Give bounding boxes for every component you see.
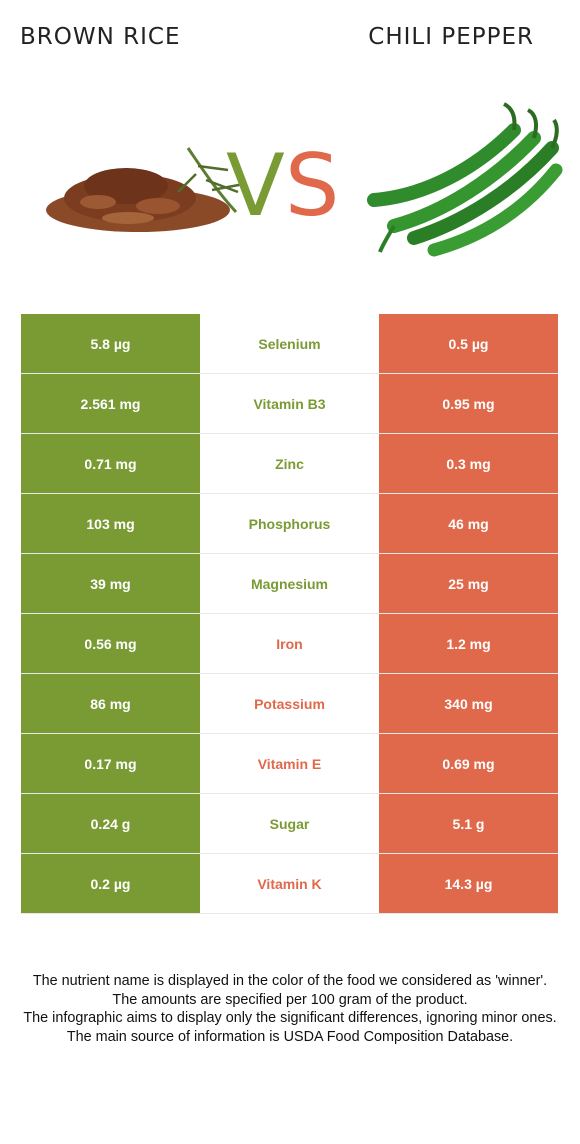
right-food-title: CHILI PEPPER: [368, 24, 534, 50]
table-row: 2.561 mg Vitamin B3 0.95 mg: [21, 374, 558, 434]
table-row: 39 mg Magnesium 25 mg: [21, 554, 558, 614]
nutrient-name-cell: Selenium: [200, 314, 379, 373]
left-value-cell: 0.2 µg: [21, 854, 200, 913]
nutrient-name-cell: Vitamin K: [200, 854, 379, 913]
left-value-cell: 39 mg: [21, 554, 200, 613]
table-row: 0.71 mg Zinc 0.3 mg: [21, 434, 558, 494]
nutrient-name-cell: Vitamin B3: [200, 374, 379, 433]
right-value-cell: 0.5 µg: [379, 314, 558, 373]
footnotes: The nutrient name is displayed in the co…: [14, 972, 566, 1046]
nutrient-name-cell: Sugar: [200, 794, 379, 853]
nutrient-name-cell: Vitamin E: [200, 734, 379, 793]
right-value-cell: 0.95 mg: [379, 374, 558, 433]
vs-s-letter: S: [284, 136, 340, 236]
right-value-cell: 5.1 g: [379, 794, 558, 853]
right-value-cell: 14.3 µg: [379, 854, 558, 913]
left-value-cell: 0.24 g: [21, 794, 200, 853]
table-row: 103 mg Phosphorus 46 mg: [21, 494, 558, 554]
brown-rice-image: [46, 147, 245, 232]
nutrient-name-cell: Potassium: [200, 674, 379, 733]
vs-label: VS: [226, 138, 339, 234]
footnote-winner-color: The nutrient name is displayed in the co…: [32, 973, 548, 989]
nutrient-name-cell: Phosphorus: [200, 494, 379, 553]
left-value-cell: 5.8 µg: [21, 314, 200, 373]
right-value-cell: 0.3 mg: [379, 434, 558, 493]
left-value-cell: 0.56 mg: [21, 614, 200, 673]
nutrient-name-cell: Zinc: [200, 434, 379, 493]
table-row: 0.2 µg Vitamin K 14.3 µg: [21, 854, 558, 914]
left-food-title: BROWN RICE: [20, 24, 181, 50]
right-value-cell: 46 mg: [379, 494, 558, 553]
footnote-source: The main source of information is USDA F…: [66, 1028, 514, 1045]
nutrient-comparison-table: 5.8 µg Selenium 0.5 µg 2.561 mg Vitamin B3 0.…: [21, 314, 558, 914]
right-value-cell: 1.2 mg: [379, 614, 558, 673]
right-value-cell: 340 mg: [379, 674, 558, 733]
left-value-cell: 0.17 mg: [21, 734, 200, 793]
table-row: 5.8 µg Selenium 0.5 µg: [21, 314, 558, 374]
right-value-cell: 25 mg: [379, 554, 558, 613]
vs-v-letter: V: [226, 136, 285, 236]
left-value-cell: 86 mg: [21, 674, 200, 733]
chili-pepper-image: [367, 102, 563, 257]
table-row: 0.56 mg Iron 1.2 mg: [21, 614, 558, 674]
nutrient-name-cell: Iron: [200, 614, 379, 673]
table-row: 0.17 mg Vitamin E 0.69 mg: [21, 734, 558, 794]
left-value-cell: 0.71 mg: [21, 434, 200, 493]
nutrient-name-cell: Magnesium: [200, 554, 379, 613]
left-value-cell: 103 mg: [21, 494, 200, 553]
footnote-amount-basis: The amounts are specified per 100 gram o…: [112, 991, 468, 1008]
table-row: 86 mg Potassium 340 mg: [21, 674, 558, 734]
footnote-significance: The infographic aims to display only the…: [23, 1010, 557, 1026]
left-value-cell: 2.561 mg: [21, 374, 200, 433]
right-value-cell: 0.69 mg: [379, 734, 558, 793]
table-row: 0.24 g Sugar 5.1 g: [21, 794, 558, 854]
